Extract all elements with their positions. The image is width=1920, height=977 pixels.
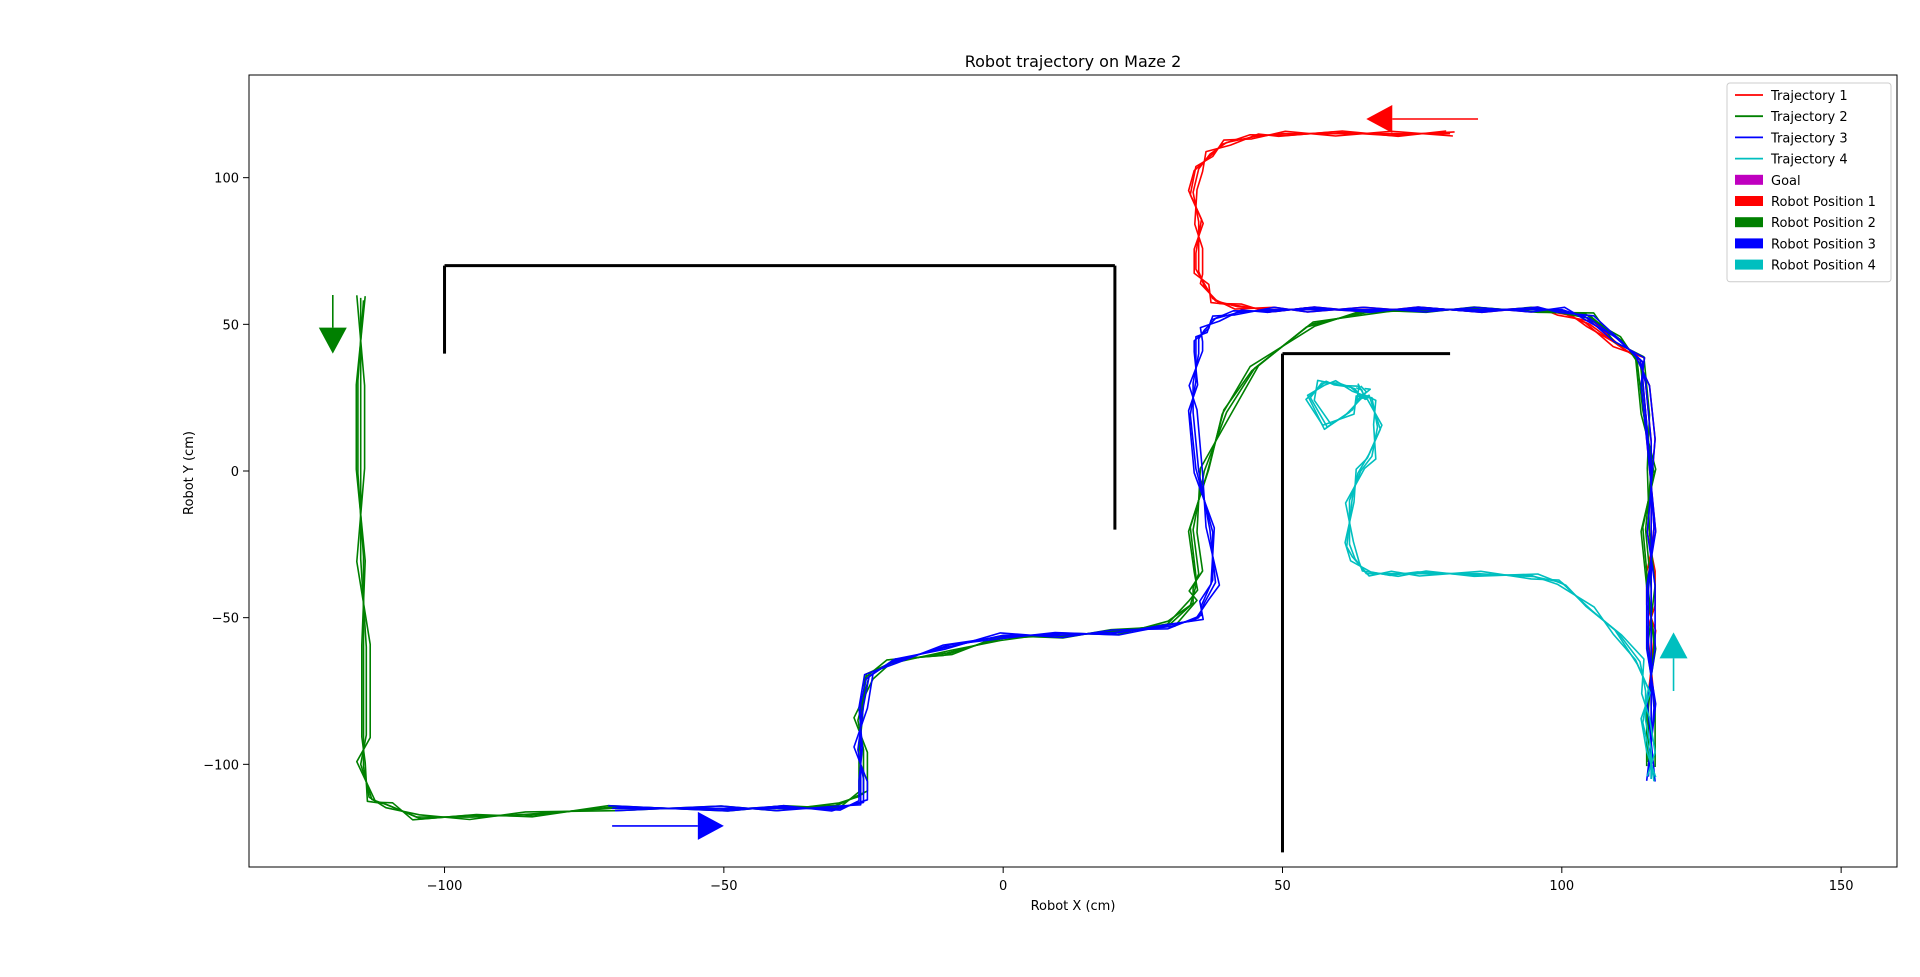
x-tick-label: 150	[1829, 879, 1854, 894]
arrow-3-head	[697, 811, 724, 840]
legend-label: Robot Position 1	[1771, 195, 1876, 210]
legend-label: Robot Position 3	[1771, 237, 1876, 252]
legend-swatch-patch	[1735, 238, 1763, 249]
arrow-1-head	[1366, 105, 1393, 133]
y-axis-label: Robot Y (cm)	[182, 431, 197, 515]
legend-label: Trajectory 4	[1770, 153, 1848, 168]
y-tick-label: 100	[214, 172, 239, 187]
x-tick-label: −100	[427, 879, 463, 894]
legend-label: Goal	[1771, 174, 1801, 189]
y-tick-label: 50	[222, 318, 239, 333]
x-tick-label: 100	[1549, 879, 1574, 894]
x-axis-label: Robot X (cm)	[1031, 899, 1116, 914]
legend-swatch-patch	[1735, 174, 1763, 185]
trajectory-3-run-4	[614, 306, 1655, 812]
legend-label: Robot Position 4	[1771, 259, 1876, 274]
legend-box	[1726, 82, 1892, 283]
legend-swatch-patch	[1735, 196, 1763, 206]
x-tick-label: −50	[710, 879, 737, 894]
y-tick-label: −100	[203, 758, 239, 773]
chart-title: Robot trajectory on Maze 2	[965, 52, 1182, 71]
arrow-2-head	[318, 327, 347, 354]
legend-swatch-patch	[1735, 217, 1763, 228]
arrow-4-head	[1659, 632, 1688, 659]
legend-label: Trajectory 1	[1770, 89, 1848, 104]
legend-label: Trajectory 2	[1770, 110, 1848, 125]
x-tick-label: 0	[999, 879, 1007, 894]
trajectory-4-run-4	[1306, 379, 1655, 782]
axis-ticks: −100 −50 0 50 100 150 −100 −50 0 50 100	[203, 172, 1853, 894]
plot-area	[318, 105, 1688, 853]
y-tick-label: −50	[212, 612, 239, 627]
legend: Trajectory 1 Trajectory 2 Trajectory 3 Traj…	[1726, 82, 1892, 283]
legend-label: Robot Position 2	[1771, 216, 1876, 231]
x-tick-label: 50	[1274, 879, 1291, 894]
legend-label: Trajectory 3	[1770, 131, 1848, 146]
legend-swatch-patch	[1735, 259, 1763, 270]
y-tick-label: 0	[231, 465, 239, 480]
